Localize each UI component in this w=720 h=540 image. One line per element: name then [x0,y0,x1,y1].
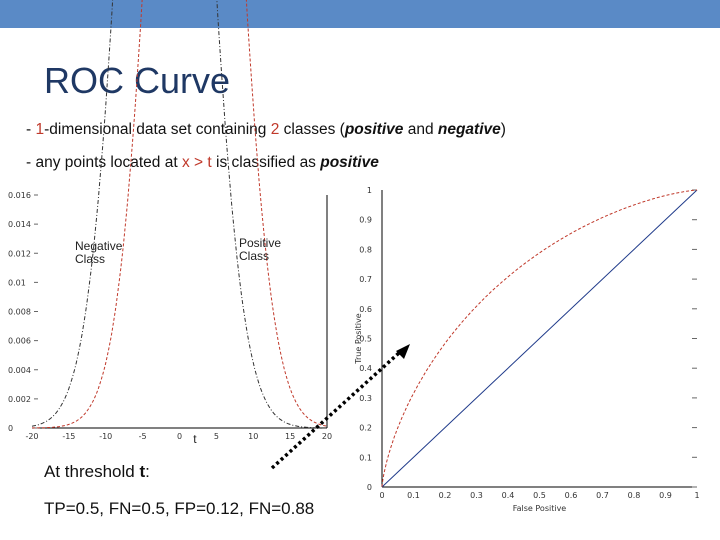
dist-x-tick-label: 10 [248,432,258,441]
bullet2-positive: positive [320,154,379,171]
bullet1-negative: negative [437,121,501,138]
roc-y-tick-label: 0 [367,483,372,492]
bullet1-dim-number: 1 [35,121,45,138]
roc-y-tick-label: 0.2 [359,424,372,433]
bullet1-text-c: classes ( [279,121,345,138]
roc-x-axis-label: False Positive [513,504,567,513]
dist-y-tick-label: 0.002 [8,395,31,404]
roc-y-tick-label: 0.5 [359,335,372,344]
dist-x-tick-label: 5 [214,432,219,441]
arrow-to-roc-point [270,350,402,470]
roc-x-tick-label: 0.9 [659,491,672,500]
negative-class-label: Negative [75,239,123,253]
roc-x-tick-label: 0.4 [502,491,515,500]
roc-x-tick-label: 0 [379,491,384,500]
dist-x-tick-label: 15 [285,432,295,441]
bullet1-text-b: -dimensional data set containing [44,121,271,138]
bullet1-text-d: and [403,121,438,138]
roc-x-tick-label: 0.2 [439,491,452,500]
dist-x-tick-label: -15 [62,432,75,441]
dist-y-tick-label: 0.01 [8,278,26,287]
roc-x-tick-label: 0.8 [628,491,641,500]
dist-y-tick-label: 0.006 [8,337,31,346]
threshold-var: t [139,462,146,481]
dist-x-tick-label: -20 [25,432,38,441]
threshold-line: At threshold t: [44,462,150,482]
dist-y-tick-label: 0.014 [8,220,31,229]
header-bar [0,0,720,28]
negative-class-label: Class [75,252,105,266]
roc-y-tick-label: 1 [367,186,372,195]
roc-x-tick-label: 0.3 [470,491,483,500]
roc-x-tick-label: 0.6 [565,491,578,500]
bullet2-condition: x > t [181,154,212,171]
distribution-plot: 0 0.002 0.004 0.006 0.008 0.01 0.012 0.014 0.016… [8,0,332,446]
bullet-rule: - any points located at x > t is classif… [26,154,379,172]
roc-y-tick-label: 0.3 [359,394,372,403]
bullet1-class-number: 2 [270,121,280,138]
roc-y-tick-label: 0.6 [359,305,372,314]
dist-y-tick-label: 0.016 [8,191,31,200]
roc-y-tick-label: 0.1 [359,453,372,462]
roc-y-tick-label: 0.9 [359,216,372,225]
roc-x-tick-label: 0.5 [533,491,546,500]
metrics-text: TP=0.5, FN=0.5, FP=0.12, FN=0.88 [44,499,315,518]
dist-x-tick-label: 20 [322,432,332,441]
threshold-prefix: At threshold [44,462,140,481]
roc-y-axis-label: True Positive [354,313,363,364]
roc-plot: 0 0.1 0.2 0.3 0.4 0.5 0.6 0.7 0.8 0.9 1 0 0.1 0.2 0.3 0… [354,186,700,513]
roc-x-tick-label: 1 [694,491,699,500]
dist-y-tick-label: 0.008 [8,308,31,317]
roc-diagonal [381,189,698,488]
threshold-suffix: : [145,462,150,481]
dist-y-tick-label: 0 [8,424,13,433]
arrowhead-icon [396,344,410,359]
threshold-t-label: t [193,432,197,446]
roc-y-tick-label: 0.4 [359,364,372,373]
dist-x-tick-label: 0 [177,432,182,441]
roc-x-tick-label: 0.1 [407,491,420,500]
bullet1-text-e: ) [500,121,506,138]
dist-x-tick-label: -5 [139,432,147,441]
dist-y-tick-label: 0.004 [8,366,31,375]
positive-class-label: Positive [239,236,281,250]
positive-class-label: Class [239,249,269,263]
bullet2-text-a: - any points located at [26,154,182,171]
bullet1-text-a: - [26,121,36,138]
dist-x-tick-label: -10 [99,432,112,441]
bullet2-text-b: is classified as [211,154,321,171]
bullet1-positive: positive [344,121,404,138]
dist-y-tick-label: 0.012 [8,249,31,258]
roc-y-tick-label: 0.8 [359,245,372,254]
roc-x-tick-label: 0.7 [596,491,609,500]
positive-class-curve [32,0,328,429]
roc-y-tick-label: 0.7 [359,275,372,284]
bullet-dataset: - 1-dimensional data set containing 2 cl… [26,121,506,139]
